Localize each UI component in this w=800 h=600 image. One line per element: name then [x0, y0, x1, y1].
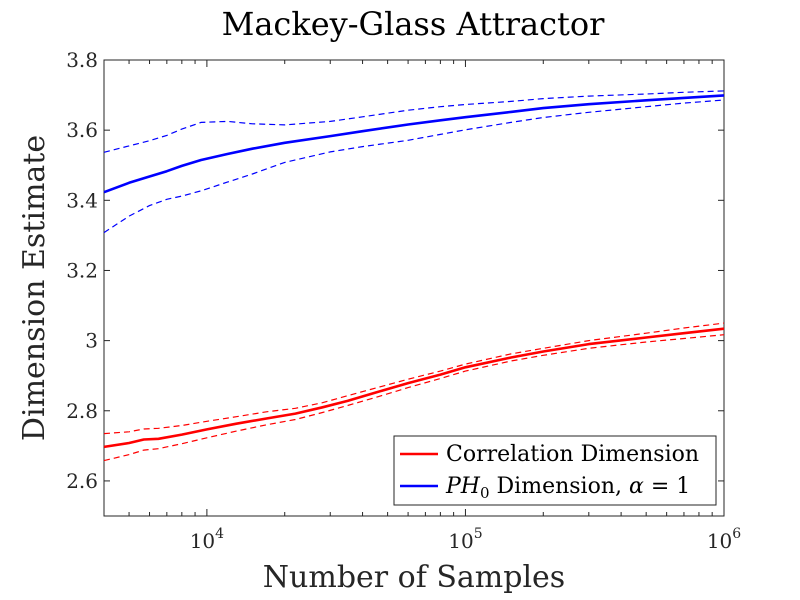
correlation-upper-bound-line [103, 322, 725, 435]
correlation-mean-line [103, 327, 725, 449]
legend-ph-symbol: PH [445, 474, 481, 499]
legend-ph-subscript: 0 [480, 484, 490, 502]
y-tick-label: 3.2 [66, 258, 98, 282]
x-tick-label: 105 [448, 526, 482, 553]
chart-title: Mackey-Glass Attractor [222, 5, 606, 43]
y-tick-label: 3.6 [66, 118, 98, 142]
legend-box [393, 435, 717, 506]
legend-alpha-symbol: α [629, 474, 644, 499]
x-tick-label: 104 [190, 526, 224, 553]
legend-alpha-equation: = 1 [644, 474, 690, 499]
y-axis-label: Dimension Estimate [17, 135, 52, 441]
series-layer [103, 90, 725, 462]
legend-label-ph0-dimension: PH0 Dimension, α = 1 [445, 474, 690, 502]
legend-label-correlation-dimension: Correlation Dimension [446, 442, 699, 467]
ph0-mean-line [103, 94, 725, 194]
y-tick-label: 2.8 [66, 399, 98, 423]
y-tick-label: 2.6 [66, 469, 98, 493]
y-tick-label: 3.4 [66, 188, 98, 212]
ph0-lower-bound-line [103, 99, 725, 234]
y-tick-label: 3 [85, 329, 98, 353]
x-axis-label: Number of Samples [263, 560, 565, 595]
legend-ph-text: Dimension, [490, 474, 629, 499]
y-tick-label: 3.8 [66, 48, 98, 72]
correlation-lower-bound-line [103, 334, 725, 462]
x-tick-label: 106 [707, 526, 741, 553]
ph0-upper-bound-line [103, 90, 725, 153]
tick-layer: 2.6 2.8 3 3.2 3.4 3.6 3.8 104 105 106 [66, 48, 741, 553]
legend: Correlation Dimension PH0 Dimension, α =… [393, 435, 717, 506]
